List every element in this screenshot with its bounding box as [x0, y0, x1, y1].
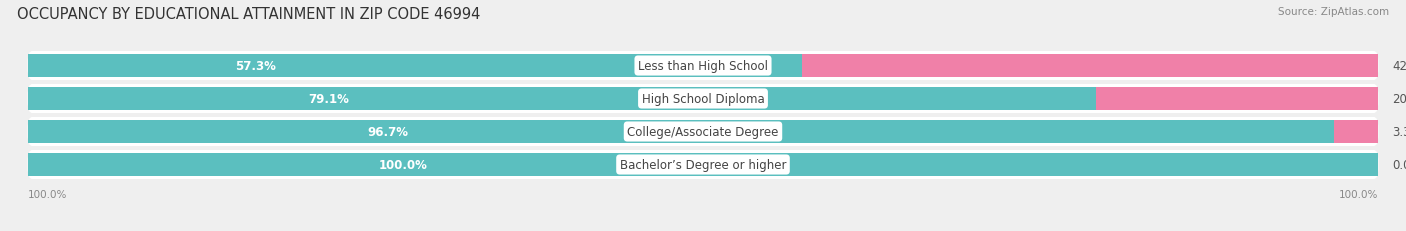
Bar	[28, 54, 801, 78]
Bar	[801, 54, 1378, 78]
Text: Bachelor’s Degree or higher: Bachelor’s Degree or higher	[620, 158, 786, 171]
Text: 20.9%: 20.9%	[1392, 93, 1406, 106]
Text: 100.0%: 100.0%	[378, 158, 427, 171]
FancyBboxPatch shape	[28, 85, 1378, 113]
Text: 100.0%: 100.0%	[1339, 189, 1378, 199]
Bar	[28, 120, 1334, 144]
Text: 79.1%: 79.1%	[308, 93, 349, 106]
FancyBboxPatch shape	[28, 118, 1378, 146]
Text: 0.0%: 0.0%	[1392, 158, 1406, 171]
FancyBboxPatch shape	[28, 52, 1378, 81]
Bar	[1097, 87, 1378, 111]
Text: High School Diploma: High School Diploma	[641, 93, 765, 106]
Text: 42.7%: 42.7%	[1392, 60, 1406, 73]
Text: Less than High School: Less than High School	[638, 60, 768, 73]
Bar	[28, 153, 1378, 177]
Text: College/Associate Degree: College/Associate Degree	[627, 125, 779, 138]
Bar	[1334, 120, 1378, 144]
Text: 96.7%: 96.7%	[367, 125, 409, 138]
Text: Source: ZipAtlas.com: Source: ZipAtlas.com	[1278, 7, 1389, 17]
Bar	[28, 87, 1097, 111]
Text: 3.3%: 3.3%	[1392, 125, 1406, 138]
FancyBboxPatch shape	[28, 150, 1378, 179]
Text: 57.3%: 57.3%	[235, 60, 276, 73]
Text: OCCUPANCY BY EDUCATIONAL ATTAINMENT IN ZIP CODE 46994: OCCUPANCY BY EDUCATIONAL ATTAINMENT IN Z…	[17, 7, 481, 22]
Text: 100.0%: 100.0%	[28, 189, 67, 199]
